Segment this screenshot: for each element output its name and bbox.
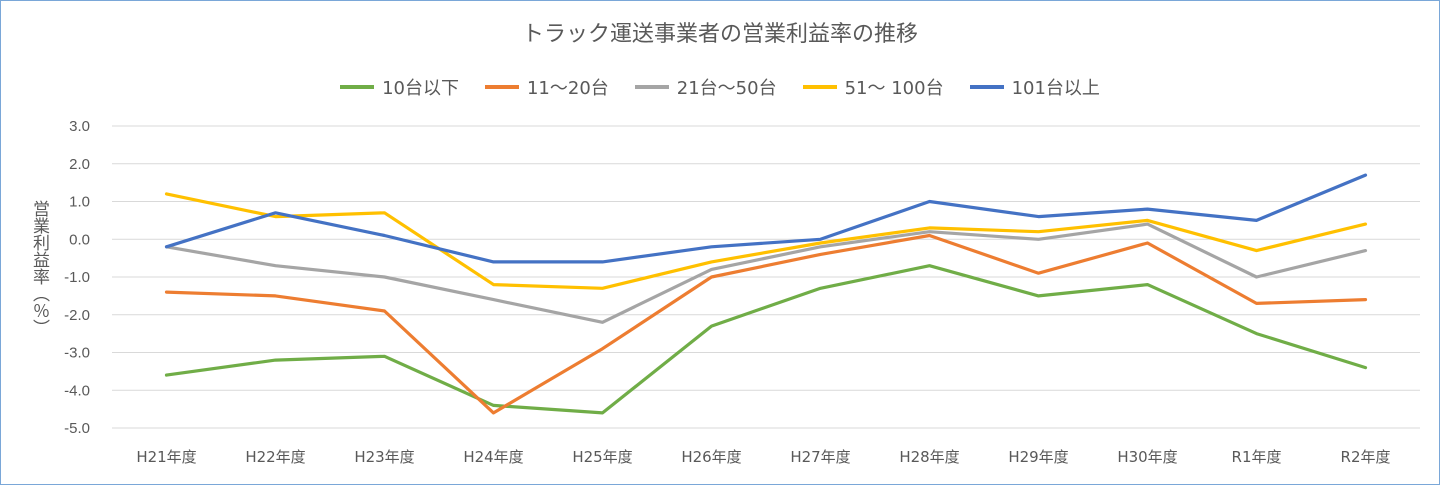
x-tick-label: H25年度 [572, 448, 632, 466]
y-tick-label: -1.0 [64, 269, 90, 286]
legend-label: 21台〜50台 [676, 78, 777, 99]
y-tick-label: 1.0 [69, 194, 90, 211]
legend-label: 51〜 100台 [844, 78, 944, 99]
y-axis-label: 営業利益率（％） [29, 200, 49, 336]
x-tick-label: H28年度 [899, 448, 959, 466]
x-tick-label: H22年度 [245, 448, 305, 466]
y-tick-label: -3.0 [64, 345, 90, 362]
legend-label: 10台以下 [382, 78, 459, 99]
chart-legend: 10台以下 11〜20台 21台〜50台 51〜 100台 101台以上 [0, 74, 1440, 100]
x-tick-label: H24年度 [463, 448, 523, 466]
legend-item: 10台以下 [340, 74, 459, 100]
x-tick-label: H30年度 [1117, 448, 1177, 466]
y-tick-label: -2.0 [64, 307, 90, 324]
x-tick-label: H23年度 [354, 448, 414, 466]
x-tick-label: H27年度 [790, 448, 850, 466]
series-line [164, 173, 1368, 264]
x-tick-label: H21年度 [136, 448, 196, 466]
y-tick-label: 2.0 [69, 156, 90, 173]
legend-swatch [802, 85, 837, 89]
legend-item: 11〜20台 [484, 74, 609, 100]
legend-swatch [484, 85, 519, 89]
x-tick-label: H26年度 [681, 448, 741, 466]
series-line [164, 264, 1368, 415]
legend-label: 11〜20台 [526, 78, 609, 99]
legend-swatch [969, 85, 1004, 89]
y-tick-label: 0.0 [69, 231, 90, 248]
chart-title: トラック運送事業者の営業利益率の推移 [521, 22, 918, 47]
x-tick-label: H29年度 [1008, 448, 1068, 466]
x-tick-label: R1年度 [1232, 448, 1282, 466]
y-tick-label: 3.0 [69, 118, 90, 135]
series-line [164, 222, 1368, 324]
y-tick-label: -5.0 [64, 420, 90, 437]
legend-swatch [340, 85, 375, 89]
series-line [164, 192, 1368, 290]
legend-swatch [634, 85, 669, 89]
x-tick-label: R2年度 [1341, 448, 1391, 466]
legend-item: 51〜 100台 [802, 74, 944, 100]
legend-item: 21台〜50台 [634, 74, 777, 100]
legend-label: 101台以上 [1011, 78, 1100, 99]
series-line [164, 233, 1368, 415]
y-tick-label: -4.0 [64, 382, 90, 399]
legend-item: 101台以上 [969, 74, 1100, 100]
